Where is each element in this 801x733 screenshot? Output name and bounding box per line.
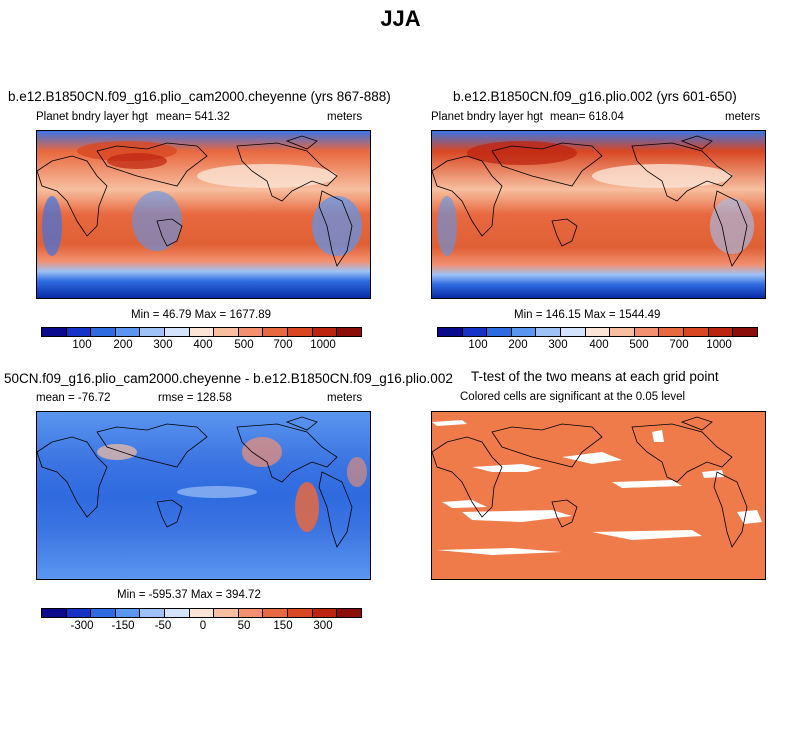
panel2-mean: mean= 618.04 <box>550 111 624 123</box>
colorbar-swatch <box>66 609 92 617</box>
colorbar-swatch <box>708 328 734 336</box>
cbar3-tick: 0 <box>199 620 207 632</box>
colorbar-swatch <box>462 328 488 336</box>
colorbar-swatch <box>312 328 338 336</box>
colorbar-swatch <box>165 328 190 336</box>
colorbar-swatch <box>263 328 289 336</box>
panel1-title: b.e12.B1850CN.f09_g16.plio_cam2000.cheye… <box>8 89 391 104</box>
cbar3-tick: 50 <box>237 620 251 632</box>
panel3-rmse: rmse = 128.58 <box>158 392 232 404</box>
cbar1-tick: 500 <box>234 339 254 351</box>
colorbar-swatch <box>536 328 562 336</box>
panel4-map <box>431 411 766 580</box>
colorbar-swatch <box>561 328 586 336</box>
cbar2-tick: 200 <box>508 339 528 351</box>
cbar3-tick: -300 <box>70 620 94 632</box>
cbar3-tick: 300 <box>313 620 333 632</box>
colorbar-abs-1 <box>41 327 362 337</box>
colorbar-swatch <box>214 328 239 336</box>
colorbar-swatch <box>91 328 116 336</box>
colorbar-swatch <box>140 609 166 617</box>
panel3-mean: mean = -76.72 <box>36 392 111 404</box>
colorbar-swatch <box>585 328 611 336</box>
panel3-stats: Min = -595.37 Max = 394.72 <box>117 589 261 601</box>
panel1-map <box>36 130 371 299</box>
colorbar-swatch <box>165 609 190 617</box>
colorbar-swatch <box>733 328 757 336</box>
colorbar-swatch <box>337 328 361 336</box>
colorbar-swatch <box>511 328 537 336</box>
colorbar-swatch <box>684 328 709 336</box>
colorbar-swatch <box>438 328 463 336</box>
colorbar-swatch <box>288 609 313 617</box>
colorbar-swatch <box>42 328 67 336</box>
cbar2-tick: 300 <box>548 339 568 351</box>
colorbar-swatch <box>115 328 141 336</box>
panel3-map <box>36 411 371 580</box>
cbar3-tick: 150 <box>273 620 293 632</box>
colorbar-swatch <box>238 328 264 336</box>
cbar1-tick: 200 <box>113 339 133 351</box>
cbar1-tick: 300 <box>153 339 173 351</box>
colorbar-swatch <box>659 328 685 336</box>
colorbar-swatch <box>140 328 166 336</box>
cbar1-tick: 700 <box>273 339 293 351</box>
panel1-stats: Min = 46.79 Max = 1677.89 <box>131 309 272 321</box>
colorbar-abs-2 <box>437 327 758 337</box>
colorbar-swatch <box>263 609 289 617</box>
cbar2-tick: 1000 <box>706 339 732 351</box>
colorbar-swatch <box>634 328 660 336</box>
colorbar-swatch <box>214 609 239 617</box>
cbar2-tick: 500 <box>629 339 649 351</box>
panel1-units: meters <box>327 111 363 123</box>
colorbar-swatch <box>42 609 67 617</box>
panel2-map <box>431 130 766 299</box>
page-title: JJA <box>380 6 421 31</box>
colorbar-swatch <box>312 609 338 617</box>
panel3-title: 50CN.f09_g16.plio_cam2000.cheyenne - b.e… <box>4 371 453 386</box>
colorbar-diff <box>41 608 362 618</box>
colorbar-swatch <box>189 328 215 336</box>
colorbar-swatch <box>288 328 313 336</box>
panel2-title: b.e12.B1850CN.f09_g16.plio.002 (yrs 601-… <box>453 89 737 104</box>
colorbar-swatch <box>610 328 635 336</box>
cbar1-tick: 400 <box>193 339 213 351</box>
colorbar-swatch <box>337 609 361 617</box>
colorbar-swatch <box>66 328 92 336</box>
panel2-variable-label: Planet bndry layer hgt <box>431 111 543 123</box>
panel1-mean: mean= 541.32 <box>156 111 230 123</box>
colorbar-swatch <box>238 609 264 617</box>
colorbar-swatch <box>487 328 512 336</box>
panel1-variable-label: Planet bndry layer hgt <box>36 111 148 123</box>
panel4-title: T-test of the two means at each grid poi… <box>471 369 719 384</box>
cbar2-tick: 700 <box>669 339 689 351</box>
cbar2-tick: 400 <box>589 339 609 351</box>
panel3-units: meters <box>327 392 363 404</box>
panel2-units: meters <box>725 111 761 123</box>
cbar2-tick: 100 <box>468 339 488 351</box>
cbar3-tick: -50 <box>154 620 172 632</box>
cbar1-tick: 1000 <box>310 339 336 351</box>
cbar1-tick: 100 <box>72 339 92 351</box>
cbar3-tick: -150 <box>111 620 135 632</box>
colorbar-swatch <box>115 609 141 617</box>
colorbar-swatch <box>91 609 116 617</box>
panel4-subtitle: Colored cells are significant at the 0.0… <box>460 391 686 403</box>
colorbar-swatch <box>189 609 215 617</box>
panel2-stats: Min = 146.15 Max = 1544.49 <box>514 309 661 321</box>
